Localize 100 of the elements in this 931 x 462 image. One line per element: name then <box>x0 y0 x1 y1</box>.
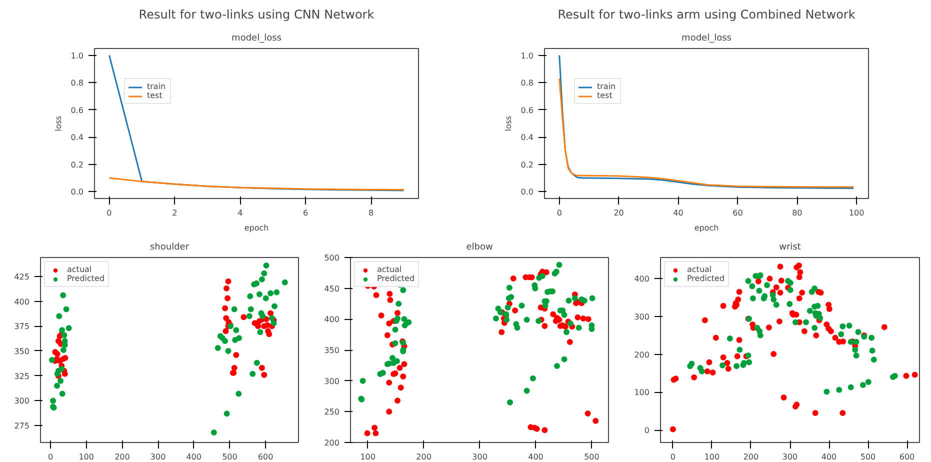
y-tick-label: 300 <box>324 376 340 386</box>
x-tick-label: 400 <box>821 452 837 462</box>
chart-title: wrist <box>779 242 802 252</box>
point <box>255 323 262 330</box>
x-tick-label: 0 <box>48 452 54 462</box>
legend-label: test <box>597 91 614 100</box>
y-axis-title: loss <box>54 116 63 132</box>
point <box>210 430 217 436</box>
point <box>250 370 256 377</box>
x-tick-label: 40 <box>673 208 684 218</box>
point <box>222 305 228 312</box>
point <box>54 382 60 389</box>
point <box>274 289 280 296</box>
chart-title: shoulder <box>150 242 190 252</box>
y-tick-label: 0 <box>644 426 650 436</box>
y-tick-label: 400 <box>324 315 340 324</box>
x-tick-label: 500 <box>584 452 600 462</box>
line-series <box>558 54 854 190</box>
x-tick-label: 4 <box>238 208 243 218</box>
point <box>260 313 266 320</box>
point <box>50 398 56 404</box>
point <box>222 338 228 344</box>
point <box>225 348 232 354</box>
chart-subtitle: model_loss <box>232 34 282 44</box>
point <box>233 352 240 358</box>
x-tick-label: 200 <box>743 452 759 462</box>
x-tick-label: 400 <box>528 452 544 462</box>
x-axis-title: epoch <box>244 224 269 232</box>
point <box>233 327 240 334</box>
legend-label: train <box>147 82 167 91</box>
y-tick-label: 300 <box>14 396 30 406</box>
point <box>258 276 265 282</box>
y-tick-label: 250 <box>324 408 340 417</box>
point <box>66 325 72 332</box>
y-tick-label: 0.2 <box>520 160 534 170</box>
chart-title: elbow <box>466 242 493 252</box>
point <box>258 364 265 371</box>
point <box>48 356 55 363</box>
x-axis-title: epoch <box>694 224 719 232</box>
point <box>223 285 230 292</box>
y-tick-label: 275 <box>14 422 30 431</box>
y-tick-label: 1.0 <box>520 51 534 60</box>
y-tick-label: 100 <box>634 388 650 398</box>
point <box>60 292 66 298</box>
x-tick-label: 400 <box>186 452 202 462</box>
legend-label: Predicted <box>67 274 105 283</box>
point <box>231 306 238 312</box>
point <box>56 313 62 320</box>
y-tick-label: 350 <box>324 346 340 355</box>
legend-label: Predicted <box>687 274 725 283</box>
x-tick-label: 2 <box>172 208 178 218</box>
point <box>262 295 269 302</box>
y-tick-label: 500 <box>324 254 340 262</box>
x-tick-label: 600 <box>258 452 274 462</box>
chart-title: Result for two-links arm using Combined Network <box>558 8 856 22</box>
y-tick-label: 0.8 <box>70 78 84 88</box>
x-tick-label: 100 <box>78 452 94 462</box>
x-tick-label: 100 <box>360 452 376 462</box>
legend-label: actual <box>687 265 712 274</box>
legend-label: actual <box>377 265 402 274</box>
point <box>271 303 278 310</box>
x-tick-label: 300 <box>472 452 488 462</box>
point <box>236 390 242 397</box>
point <box>254 360 260 366</box>
y-tick-label: 200 <box>634 350 650 360</box>
y-tick-label: 0.0 <box>520 188 534 197</box>
point <box>261 372 268 378</box>
y-tick-label: 0.8 <box>520 78 534 88</box>
y-tick-label: 0.2 <box>70 160 84 170</box>
line-series <box>108 177 405 191</box>
point <box>223 315 230 322</box>
point <box>59 390 66 397</box>
y-tick-label: 300 <box>634 312 650 322</box>
point <box>231 364 238 371</box>
y-tick-label: 0.6 <box>70 106 84 115</box>
point <box>257 329 264 336</box>
point <box>60 347 66 353</box>
x-tick-label: 200 <box>416 452 432 462</box>
y-tick-label: 400 <box>634 274 650 284</box>
point <box>225 278 232 284</box>
y-tick-label: 0.4 <box>70 133 84 142</box>
y-axis-title: loss <box>504 116 513 132</box>
point <box>256 291 262 298</box>
point <box>248 306 254 312</box>
x-tick-label: 500 <box>222 452 238 462</box>
y-tick-label: 425 <box>14 272 30 282</box>
x-tick-label: 100 <box>704 452 720 462</box>
point <box>268 310 274 316</box>
x-tick-label: 300 <box>782 452 798 462</box>
x-tick-label: 600 <box>899 452 915 462</box>
y-tick-label: 375 <box>14 322 30 332</box>
point <box>254 280 260 286</box>
y-tick-label: 400 <box>14 297 30 306</box>
x-tick-label: 80 <box>792 208 802 218</box>
y-tick-label: 325 <box>14 372 30 381</box>
y-tick-label: 0.0 <box>70 188 84 197</box>
point <box>282 279 288 286</box>
legend-label: actual <box>67 265 92 274</box>
x-tick-label: 0 <box>670 452 676 462</box>
point <box>236 335 242 342</box>
